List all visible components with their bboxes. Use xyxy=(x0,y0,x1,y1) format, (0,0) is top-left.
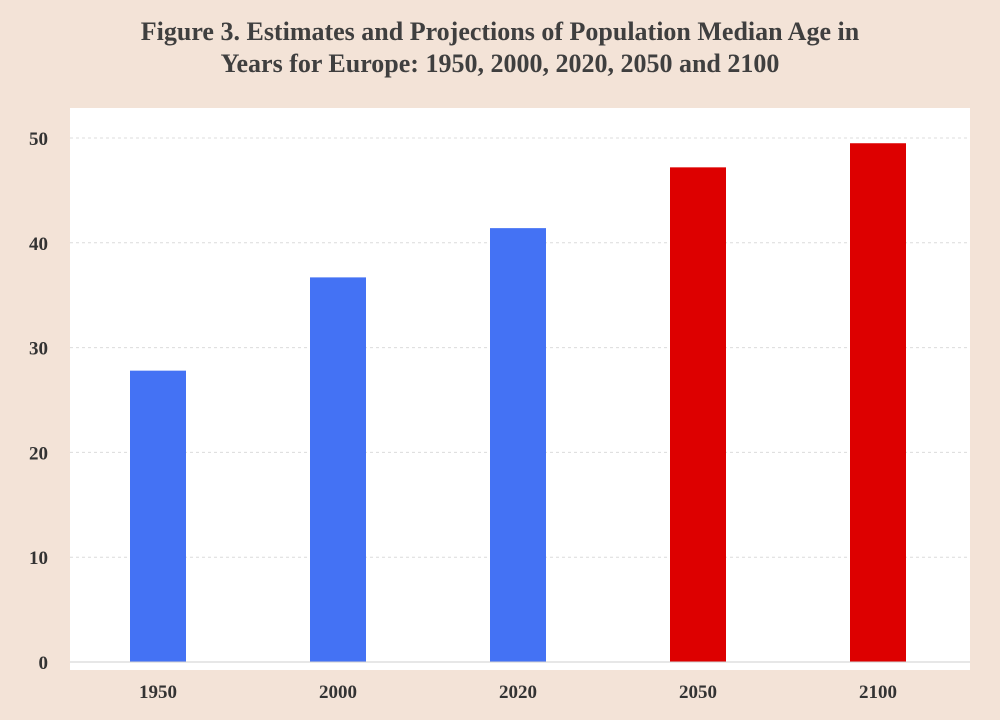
x-tick-label-1950: 1950 xyxy=(139,682,177,703)
x-tick-label-2000: 2000 xyxy=(319,682,357,703)
y-tick-label-30: 30 xyxy=(29,339,48,360)
bar-2020 xyxy=(490,228,546,663)
y-tick-label-10: 10 xyxy=(29,548,48,569)
bar-2100 xyxy=(850,143,906,663)
x-tick-label-2100: 2100 xyxy=(859,682,897,703)
y-tick-label-50: 50 xyxy=(29,129,48,150)
bars xyxy=(130,143,906,663)
bar-2050 xyxy=(670,167,726,662)
y-tick-label-40: 40 xyxy=(29,234,48,255)
x-tick-label-2050: 2050 xyxy=(679,682,717,703)
bar-2000 xyxy=(310,277,366,662)
y-axis-ticks: 0 10 20 30 40 50 xyxy=(29,129,48,674)
x-axis-ticks: 1950 2000 2020 2050 2100 xyxy=(139,682,897,703)
chart-title-line-2: Years for Europe: 1950, 2000, 2020, 2050… xyxy=(220,49,780,78)
y-tick-label-20: 20 xyxy=(29,443,48,464)
x-tick-label-2020: 2020 xyxy=(499,682,537,703)
chart-title-line-1: Figure 3. Estimates and Projections of P… xyxy=(140,17,860,46)
bar-1950 xyxy=(130,370,186,662)
chart-title: Figure 3. Estimates and Projections of P… xyxy=(0,16,1000,80)
y-tick-label-0: 0 xyxy=(39,653,49,674)
